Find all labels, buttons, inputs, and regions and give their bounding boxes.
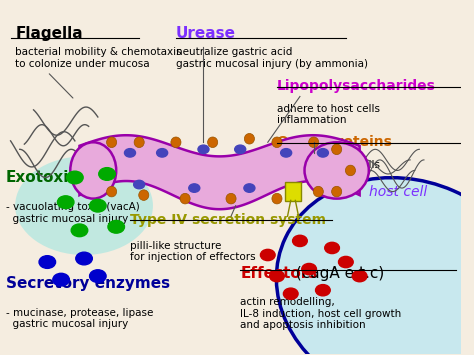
Circle shape — [198, 145, 209, 154]
Ellipse shape — [107, 186, 117, 197]
Circle shape — [260, 249, 275, 261]
Circle shape — [270, 271, 284, 282]
Text: pilli-like structure
for injection of effectors: pilli-like structure for injection of ef… — [130, 241, 255, 262]
Circle shape — [99, 168, 115, 180]
Text: Secretory enzymes: Secretory enzymes — [6, 276, 170, 291]
Text: actin remodelling,
IL-8 induction, host cell growth
and apoptosis inhibition: actin remodelling, IL-8 induction, host … — [240, 297, 401, 331]
Ellipse shape — [332, 144, 342, 155]
Text: Exotoxin(s): Exotoxin(s) — [6, 170, 103, 185]
Ellipse shape — [245, 133, 255, 144]
Text: neutralize gastric acid
gastric mucosal injury (by ammonia): neutralize gastric acid gastric mucosal … — [176, 47, 368, 69]
Circle shape — [318, 149, 328, 157]
Circle shape — [302, 263, 317, 275]
Circle shape — [53, 273, 69, 286]
Ellipse shape — [276, 178, 474, 355]
Circle shape — [125, 149, 136, 157]
Text: Type IV secretion system: Type IV secretion system — [130, 213, 326, 227]
Ellipse shape — [226, 193, 236, 204]
Circle shape — [71, 224, 88, 237]
Text: (cagA e.t.c): (cagA e.t.c) — [291, 266, 384, 280]
Circle shape — [67, 171, 83, 184]
Circle shape — [57, 196, 74, 208]
Circle shape — [281, 149, 292, 157]
Text: - vacuolating toxin (vacA)
  gastric mucosal injury: - vacuolating toxin (vacA) gastric mucos… — [6, 202, 140, 224]
Ellipse shape — [208, 137, 218, 148]
Ellipse shape — [309, 137, 319, 148]
Ellipse shape — [134, 137, 144, 148]
Circle shape — [90, 270, 106, 283]
Ellipse shape — [139, 190, 149, 200]
Text: bacterial mobility & chemotaxis
to colonize under mucosa: bacterial mobility & chemotaxis to colon… — [15, 47, 182, 69]
Circle shape — [352, 271, 367, 282]
Circle shape — [189, 184, 200, 192]
Circle shape — [325, 242, 339, 253]
Text: Flagella: Flagella — [15, 26, 83, 41]
Circle shape — [290, 184, 301, 192]
Text: Outer proteins: Outer proteins — [277, 135, 392, 149]
Ellipse shape — [171, 137, 181, 148]
Ellipse shape — [272, 193, 282, 204]
Circle shape — [235, 145, 246, 154]
Ellipse shape — [15, 156, 153, 255]
Circle shape — [108, 220, 125, 233]
Circle shape — [244, 184, 255, 192]
Text: host cell: host cell — [369, 185, 427, 198]
Circle shape — [292, 235, 307, 246]
Ellipse shape — [304, 142, 369, 199]
Circle shape — [338, 256, 353, 268]
Text: Lipopolysaccharides: Lipopolysaccharides — [277, 79, 436, 93]
Ellipse shape — [332, 186, 342, 197]
Text: Urease: Urease — [176, 26, 236, 41]
Ellipse shape — [107, 137, 117, 148]
Text: - mucinase, protease, lipase
  gastric mucosal injury: - mucinase, protease, lipase gastric muc… — [6, 308, 154, 329]
Text: adhere to host cells: adhere to host cells — [277, 160, 380, 170]
Circle shape — [134, 180, 145, 189]
Circle shape — [76, 252, 92, 265]
Text: Effectors: Effectors — [240, 266, 318, 280]
Circle shape — [283, 288, 298, 299]
Circle shape — [39, 256, 55, 268]
Ellipse shape — [272, 137, 282, 148]
Ellipse shape — [346, 165, 356, 176]
PathPatch shape — [80, 135, 360, 209]
Circle shape — [90, 200, 106, 212]
Circle shape — [156, 149, 168, 157]
Ellipse shape — [70, 142, 116, 199]
Ellipse shape — [313, 186, 323, 197]
FancyBboxPatch shape — [285, 182, 301, 201]
Circle shape — [316, 285, 330, 296]
Ellipse shape — [180, 193, 190, 204]
Text: adhere to host cells
inflammation: adhere to host cells inflammation — [277, 104, 380, 125]
